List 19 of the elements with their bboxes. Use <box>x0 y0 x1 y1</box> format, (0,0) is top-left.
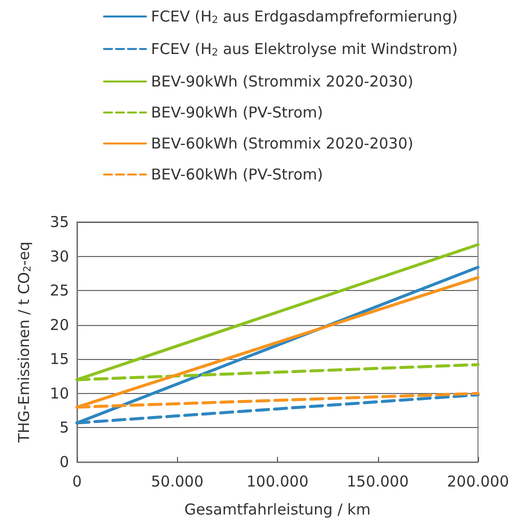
x-tick-label: 150.000 <box>346 472 409 490</box>
y-tick-label: 15 <box>50 350 69 368</box>
y-tick-label: 25 <box>50 282 69 300</box>
legend-label: BEV-60kWh (PV-Strom) <box>151 166 324 184</box>
y-tick-label: 35 <box>50 213 69 231</box>
y-tick-label: 10 <box>50 384 69 402</box>
x-tick-label: 100.000 <box>246 472 309 490</box>
y-tick-label: 30 <box>50 247 69 266</box>
x-tick-label: 0 <box>72 472 82 490</box>
y-tick-label: 0 <box>59 453 69 471</box>
legend-label: BEV-90kWh (PV-Strom) <box>151 104 324 122</box>
x-axis-title: Gesamtfahrleistung / km <box>184 500 371 518</box>
x-tick-label: 50.000 <box>151 472 204 490</box>
legend-label: BEV-90kWh (Strommix 2020-2030) <box>151 72 414 90</box>
x-tick-label: 200.000 <box>446 472 510 490</box>
y-tick-label: 5 <box>59 418 69 437</box>
y-tick-label: 20 <box>50 316 69 334</box>
y-axis-title: THG-Emissionen / t CO2-eq <box>15 241 34 444</box>
legend-label: BEV-60kWh (Strommix 2020-2030) <box>151 134 414 152</box>
